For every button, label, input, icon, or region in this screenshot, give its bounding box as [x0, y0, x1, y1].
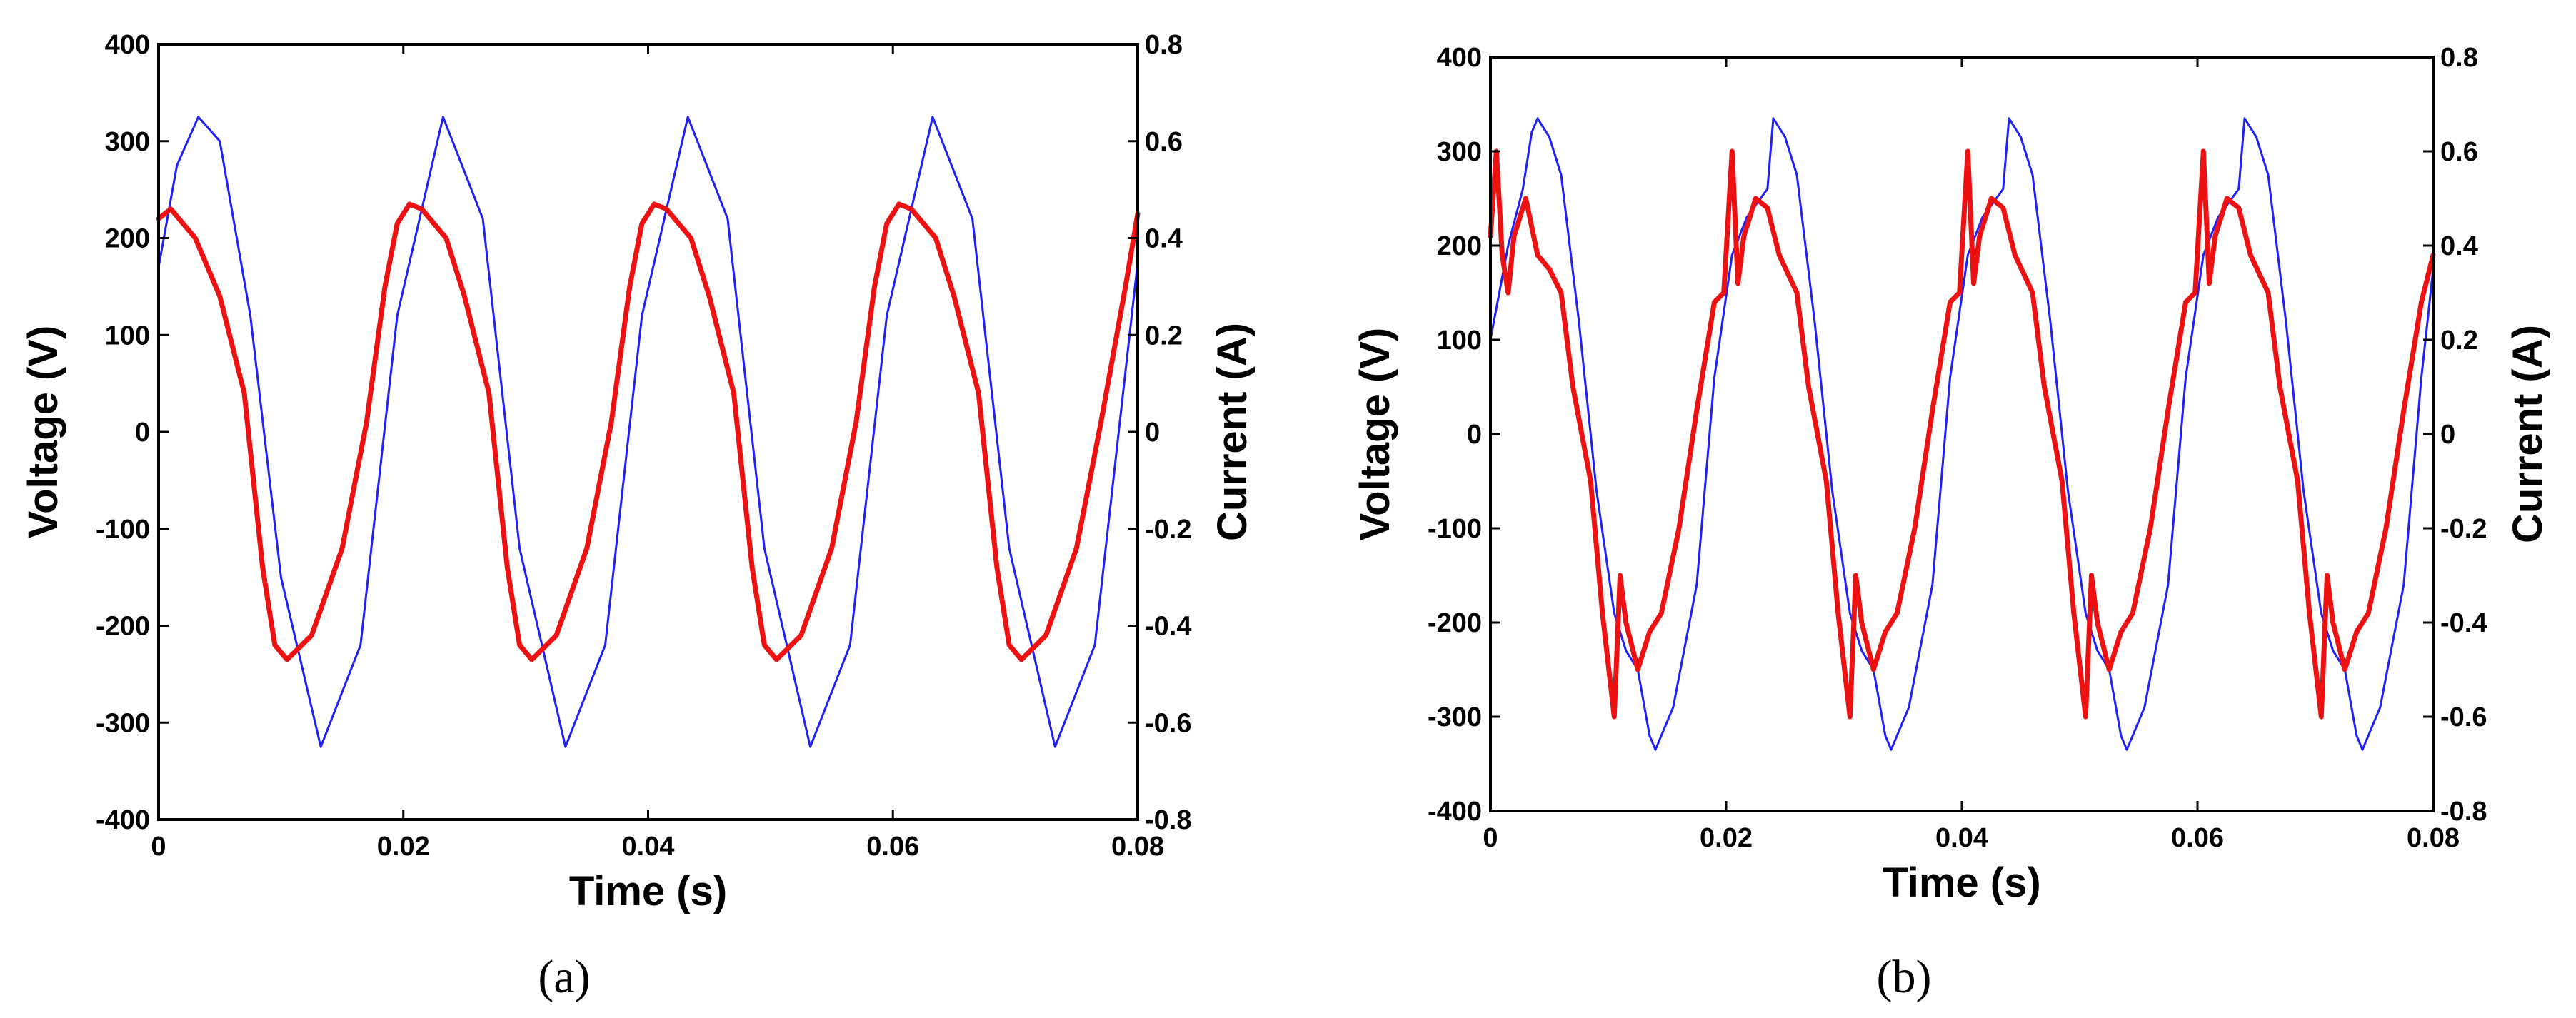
y-tick-label-left: 200	[105, 224, 150, 254]
y-tick-label-left: -100	[96, 515, 150, 545]
plot-frame	[1489, 56, 2435, 812]
y-tick-label-right: -0.2	[1145, 515, 1191, 545]
y-tick-label-right: 0.2	[2440, 326, 2478, 356]
x-tick-label: 0.08	[1111, 832, 1164, 862]
chart-panel-a: 0 0.02 0.04 0.06 0.08 -400 -300 -200 -100 0 100 200…	[20, 30, 1256, 1003]
y-tick-label-left: -300	[96, 708, 150, 738]
y-tick-label-right: -0.2	[2440, 514, 2487, 544]
series-line-current	[1488, 148, 2436, 720]
y-tick-label-left: 0	[1467, 420, 1482, 450]
x-tick-label: 0.04	[1935, 823, 1988, 853]
y-tick-label-right: 0.2	[1145, 321, 1183, 351]
y-tick-label-left: 200	[1437, 231, 1482, 261]
y-tick-label-right: -0.8	[2440, 797, 2487, 827]
y-tick-label-left: 100	[105, 321, 150, 351]
y-tick-label-right: 0	[2440, 420, 2455, 450]
y-tick-label-left: 300	[105, 127, 150, 157]
x-axis-title: Time (s)	[569, 868, 727, 914]
y-tick-label-left: 400	[1437, 43, 1482, 73]
y-tick-label-left: 300	[1437, 137, 1482, 167]
y-axis-title-right: Current (A)	[1209, 323, 1256, 541]
y-tick-label-right: -0.6	[1145, 708, 1191, 738]
x-tick-label: 0.04	[622, 832, 675, 862]
y-tick-label-left: -400	[96, 805, 150, 835]
y-tick-label-right: 0.8	[1145, 30, 1183, 60]
x-tick-label: 0.06	[2171, 823, 2224, 853]
x-tick-label: 0	[151, 832, 166, 862]
y-axis-title-right: Current (A)	[2505, 325, 2551, 543]
y-tick-label-right: -0.4	[2440, 608, 2487, 638]
panel-caption: (b)	[1877, 951, 1932, 1003]
plot-frame	[157, 43, 1139, 821]
y-tick-label-right: 0	[1145, 418, 1160, 448]
panel-caption: (a)	[538, 951, 590, 1003]
y-tick-label-right: -0.8	[1145, 805, 1191, 835]
y-tick-label-right: -0.6	[2440, 702, 2487, 732]
y-tick-label-left: -200	[1428, 608, 1482, 638]
y-tick-label-left: -100	[1428, 514, 1482, 544]
y-tick-label-right: 0.4	[2440, 231, 2478, 261]
series-line-current	[156, 201, 1141, 662]
y-tick-label-left: 100	[1437, 326, 1482, 356]
y-axis-title-left: Voltage (V)	[1352, 328, 1398, 541]
x-tick-label: 0.02	[1700, 823, 1753, 853]
x-axis-title: Time (s)	[1883, 860, 2040, 906]
chart-panel-b: 0 0.02 0.04 0.06 0.08 -400 -300 -200 -100 0 100 200…	[1352, 43, 2551, 1003]
y-tick-label-left: -300	[1428, 702, 1482, 732]
y-axis-title-left: Voltage (V)	[20, 326, 66, 539]
y-tick-label-right: 0.8	[2440, 43, 2478, 73]
y-tick-label-left: -400	[1428, 797, 1482, 827]
y-tick-label-right: -0.4	[1145, 612, 1191, 642]
y-tick-label-right: 0.4	[1145, 224, 1183, 254]
x-tick-label: 0	[1483, 823, 1498, 853]
y-tick-label-left: 0	[135, 418, 150, 448]
y-tick-label-left: -200	[96, 612, 150, 642]
y-tick-label-right: 0.6	[2440, 137, 2478, 167]
series-line-voltage	[157, 116, 1139, 748]
y-tick-label-right: 0.6	[1145, 127, 1183, 157]
x-tick-label: 0.02	[377, 832, 430, 862]
x-tick-label: 0.06	[866, 832, 919, 862]
y-tick-label-left: 400	[105, 30, 150, 60]
x-tick-label: 0.08	[2407, 823, 2460, 853]
